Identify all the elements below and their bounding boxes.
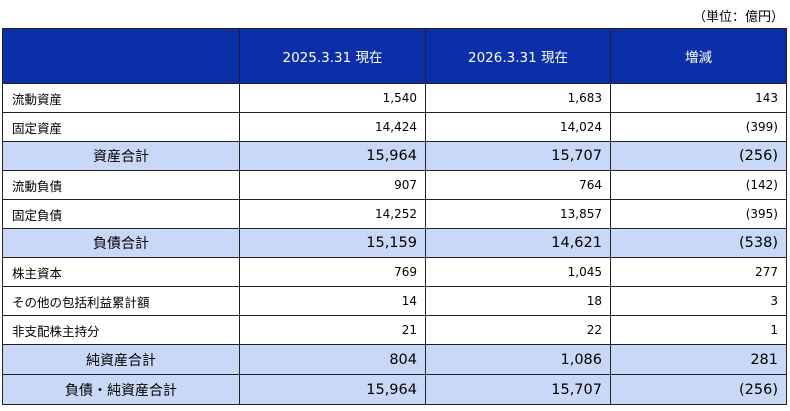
value-change: (395) [610, 199, 787, 229]
row-label: 非支配株主持分 [2, 315, 240, 345]
value-2026: 15,707 [425, 141, 611, 171]
row-label: その他の包括利益累計額 [2, 286, 240, 316]
value-change: (256) [610, 141, 787, 171]
value-2026: 14,621 [425, 228, 611, 258]
table-row: 非支配株主持分 21 22 1 [2, 315, 787, 345]
value-2025: 15,964 [239, 141, 426, 171]
row-label: 負債・純資産合計 [2, 374, 240, 405]
row-label: 負債合計 [2, 228, 240, 258]
value-2026: 764 [425, 170, 611, 200]
value-2026: 18 [425, 286, 611, 316]
value-change: 277 [610, 257, 787, 287]
header-label-column [2, 28, 240, 84]
value-2025: 14,252 [239, 199, 426, 229]
total-row-assets: 資産合計 15,964 15,707 (256) [2, 141, 787, 171]
table-row: 流動資産 1,540 1,683 143 [2, 83, 787, 113]
header-2025-column: 2025.3.31 現在 [239, 28, 426, 84]
value-change: (142) [610, 170, 787, 200]
total-row-liabilities-and-net-assets: 負債・純資産合計 15,964 15,707 (256) [2, 374, 787, 405]
row-label: 株主資本 [2, 257, 240, 287]
value-2026: 1,045 [425, 257, 611, 287]
value-2026: 1,086 [425, 344, 611, 375]
value-2025: 769 [239, 257, 426, 287]
value-2025: 14,424 [239, 112, 426, 142]
value-change: 143 [610, 83, 787, 113]
row-label: 資産合計 [2, 141, 240, 171]
table-row: 固定資産 14,424 14,024 (399) [2, 112, 787, 142]
table-row: 固定負債 14,252 13,857 (395) [2, 199, 787, 229]
value-2026: 1,683 [425, 83, 611, 113]
value-2026: 13,857 [425, 199, 611, 229]
value-2025: 14 [239, 286, 426, 316]
value-2025: 15,964 [239, 374, 426, 405]
table-header-row: 2025.3.31 現在 2026.3.31 現在 増減 [2, 28, 787, 84]
value-2025: 21 [239, 315, 426, 345]
value-2026: 14,024 [425, 112, 611, 142]
table-row: 株主資本 769 1,045 277 [2, 257, 787, 287]
value-change: (256) [610, 374, 787, 405]
value-change: 3 [610, 286, 787, 316]
total-row-net-assets: 純資産合計 804 1,086 281 [2, 344, 787, 375]
row-label: 固定資産 [2, 112, 240, 142]
value-2025: 1,540 [239, 83, 426, 113]
value-change: 1 [610, 315, 787, 345]
value-change: 281 [610, 344, 787, 375]
value-2026: 15,707 [425, 374, 611, 405]
total-row-liabilities: 負債合計 15,159 14,621 (538) [2, 228, 787, 258]
value-change: (538) [610, 228, 787, 258]
value-change: (399) [610, 112, 787, 142]
row-label: 流動資産 [2, 83, 240, 113]
value-2026: 22 [425, 315, 611, 345]
value-2025: 907 [239, 170, 426, 200]
value-2025: 804 [239, 344, 426, 375]
row-label: 固定負債 [2, 199, 240, 229]
row-label: 純資産合計 [2, 344, 240, 375]
header-change-column: 増減 [610, 28, 787, 84]
unit-note: （単位：億円） [692, 10, 784, 25]
header-2026-column: 2026.3.31 現在 [425, 28, 611, 84]
table-row: その他の包括利益累計額 14 18 3 [2, 286, 787, 316]
table-row: 流動負債 907 764 (142) [2, 170, 787, 200]
balance-sheet-table: 2025.3.31 現在 2026.3.31 現在 増減 流動資産 1,540 … [2, 28, 787, 405]
row-label: 流動負債 [2, 170, 240, 200]
value-2025: 15,159 [239, 228, 426, 258]
